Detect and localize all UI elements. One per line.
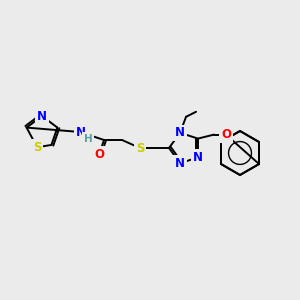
- Text: N: N: [76, 125, 86, 139]
- Text: O: O: [94, 148, 104, 160]
- Text: O: O: [221, 128, 231, 141]
- Text: N: N: [175, 157, 185, 170]
- Text: N: N: [193, 151, 203, 164]
- Text: S: S: [33, 141, 41, 154]
- Text: N: N: [175, 126, 185, 139]
- Text: N: N: [37, 110, 47, 122]
- Text: H: H: [84, 134, 92, 144]
- Text: S: S: [136, 142, 144, 154]
